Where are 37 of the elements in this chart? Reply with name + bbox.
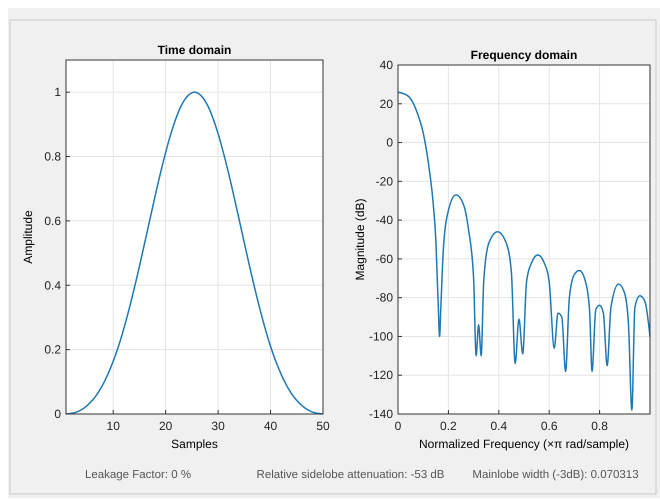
y-tick-label: 40 (380, 58, 394, 72)
x-axis-title: Normalized Frequency (×π rad/sample) (418, 437, 630, 451)
y-tick-label: -120 (368, 368, 394, 382)
chart-title: Frequency domain (470, 48, 578, 62)
y-tick-label: 0 (386, 136, 394, 150)
y-tick-label: 0 (54, 407, 62, 421)
x-tick-label: 20 (158, 419, 173, 433)
x-tick-label: 30 (211, 419, 226, 433)
y-tick-label: 20 (380, 96, 394, 111)
y-axis-title: Magnitude (dB) (353, 198, 367, 281)
x-tick-label: 10 (106, 419, 120, 433)
x-tick-label: 0.8 (591, 419, 608, 433)
x-tick-label: 0.2 (440, 419, 458, 433)
x-tick-label: 0.4 (490, 419, 508, 433)
y-tick-label: -20 (376, 174, 394, 188)
y-tick-label: -40 (376, 213, 394, 228)
x-tick-label: 50 (316, 419, 330, 433)
line-series (397, 91, 651, 411)
y-tick-label: 0.2 (44, 342, 62, 357)
chart-title: Time domain (158, 43, 232, 57)
y-tick-label: -80 (376, 290, 394, 305)
x-tick-label: 0.6 (540, 419, 558, 433)
x-axis-title: Samples (171, 437, 218, 451)
x-tick-label: 0 (394, 419, 402, 433)
y-axis-title: Amplitude (21, 210, 35, 264)
text: Leakage Factor: 0 % (84, 469, 192, 481)
y-tick-label: -140 (368, 407, 394, 421)
y-tick-label: -60 (376, 252, 394, 266)
y-tick-label: 0.6 (44, 214, 62, 228)
line-series (65, 91, 324, 415)
y-tick-label: -100 (368, 329, 394, 344)
x-tick-label: 40 (264, 419, 278, 433)
text: Relative sidelobe attenuation: -53 dB (256, 469, 445, 481)
text: Mainlobe width (-3dB): 0.070313 (472, 469, 639, 481)
y-tick-label: 1 (54, 85, 62, 100)
y-tick-label: 0.8 (44, 150, 62, 164)
y-tick-label: 0.4 (44, 278, 62, 292)
